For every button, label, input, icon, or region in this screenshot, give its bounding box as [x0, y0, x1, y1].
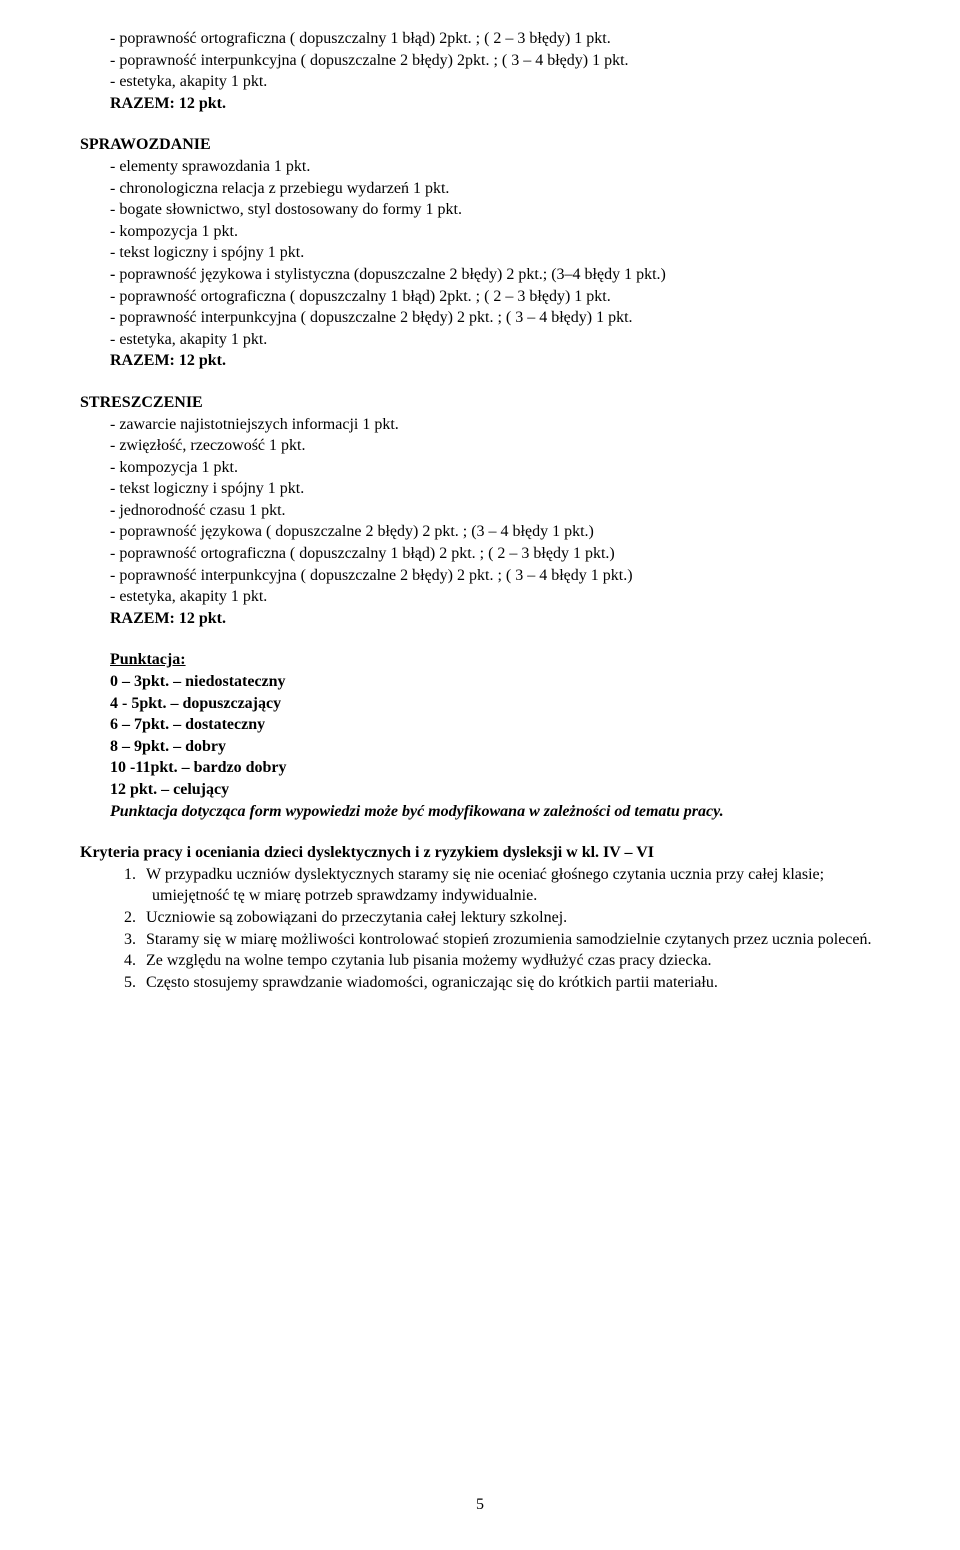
dash: - — [110, 266, 119, 283]
body-line: - poprawność ortograficzna ( dopuszczaln… — [110, 543, 880, 565]
section-title: SPRAWOZDANIE — [80, 134, 880, 156]
body-line: - chronologiczna relacja z przebiegu wyd… — [110, 178, 880, 200]
streszczenie-section: STRESZCZENIE - zawarcie najistotniejszyc… — [80, 392, 880, 630]
body-line: - estetyka, akapity 1 pkt. — [110, 329, 880, 351]
body-line: - jednorodność czasu 1 pkt. — [110, 500, 880, 522]
body-line: - poprawność językowa i stylistyczna (do… — [110, 264, 880, 286]
page-number: 5 — [0, 1494, 960, 1516]
total-line: RAZEM: 12 pkt. — [110, 350, 880, 372]
score-line: 4 - 5pkt. – dopuszczający — [110, 693, 880, 715]
dash: - — [110, 502, 119, 519]
body-line: - estetyka, akapity 1 pkt. — [110, 586, 880, 608]
list-number: 3. — [124, 929, 146, 951]
score-line: 10 -11pkt. – bardzo dobry — [110, 757, 880, 779]
body-line: - zwięzłość, rzeczowość 1 pkt. — [110, 435, 880, 457]
list-number: 5. — [124, 972, 146, 994]
body-text: jednorodność czasu 1 pkt. — [119, 502, 285, 519]
body-line: - poprawność interpunkcyjna ( dopuszczal… — [110, 565, 880, 587]
body-line: - estetyka, akapity 1 pkt. — [110, 71, 880, 93]
dash: - — [110, 523, 119, 540]
section-body: - elementy sprawozdania 1 pkt. - chronol… — [80, 156, 880, 372]
body-line: - poprawność językowa ( dopuszczalne 2 b… — [110, 521, 880, 543]
body-line: - elementy sprawozdania 1 pkt. — [110, 156, 880, 178]
body-line: - poprawność interpunkcyjna ( dopuszczal… — [110, 307, 880, 329]
list-text: W przypadku uczniów dyslektycznych stara… — [146, 866, 824, 905]
score-line: 12 pkt. – celujący — [110, 779, 880, 801]
total-line: RAZEM: 12 pkt. — [110, 93, 880, 115]
list-item: 4.Ze względu na wolne tempo czytania lub… — [80, 950, 880, 972]
body-line: - bogate słownictwo, styl dostosowany do… — [110, 199, 880, 221]
list-number: 4. — [124, 950, 146, 972]
kryteria-title: Kryteria pracy i oceniania dzieci dyslek… — [80, 842, 880, 864]
list-number: 2. — [124, 907, 146, 929]
body-line: - tekst logiczny i spójny 1 pkt. — [110, 242, 880, 264]
body-line: - poprawność ortograficzna ( dopuszczaln… — [110, 28, 880, 50]
score-line: 6 – 7pkt. – dostateczny — [110, 714, 880, 736]
body-line: - poprawność interpunkcyjna ( dopuszczal… — [110, 50, 880, 72]
list-item: 1.W przypadku uczniów dyslektycznych sta… — [80, 864, 880, 907]
total-line: RAZEM: 12 pkt. — [110, 608, 880, 630]
list-text: Uczniowie są zobowiązani do przeczytania… — [146, 909, 567, 926]
punktacja-title: Punktacja: — [110, 649, 880, 671]
punktacja-section: Punktacja: 0 – 3pkt. – niedostateczny 4 … — [80, 649, 880, 822]
body-text: poprawność językowa i stylistyczna (dopu… — [119, 266, 666, 283]
list-number: 1. — [124, 864, 146, 886]
list-item: 2.Uczniowie są zobowiązani do przeczytan… — [80, 907, 880, 929]
body-text: poprawność językowa ( dopuszczalne 2 błę… — [119, 523, 594, 540]
body-line: - poprawność ortograficzna ( dopuszczaln… — [110, 286, 880, 308]
section-title: STRESZCZENIE — [80, 392, 880, 414]
score-line: 8 – 9pkt. – dobry — [110, 736, 880, 758]
body-line: - tekst logiczny i spójny 1 pkt. — [110, 478, 880, 500]
list-text: Często stosujemy sprawdzanie wiadomości,… — [146, 974, 718, 991]
punktacja-note: Punktacja dotycząca form wypowiedzi może… — [110, 801, 880, 823]
list-text: Ze względu na wolne tempo czytania lub p… — [146, 952, 712, 969]
kryteria-section: Kryteria pracy i oceniania dzieci dyslek… — [80, 842, 880, 993]
body-line: - kompozycja 1 pkt. — [110, 457, 880, 479]
section-body: - zawarcie najistotniejszych informacji … — [80, 414, 880, 630]
list-item: 3.Staramy się w miarę możliwości kontrol… — [80, 929, 880, 951]
list-text: Staramy się w miarę możliwości kontrolow… — [146, 931, 872, 948]
sprawozdanie-section: SPRAWOZDANIE - elementy sprawozdania 1 p… — [80, 134, 880, 372]
list-item: 5.Często stosujemy sprawdzanie wiadomośc… — [80, 972, 880, 994]
score-line: 0 – 3pkt. – niedostateczny — [110, 671, 880, 693]
document-page: - poprawność ortograficzna ( dopuszczaln… — [0, 0, 960, 1550]
body-line: - kompozycja 1 pkt. — [110, 221, 880, 243]
intro-block: - poprawność ortograficzna ( dopuszczaln… — [80, 28, 880, 114]
body-line: - zawarcie najistotniejszych informacji … — [110, 414, 880, 436]
